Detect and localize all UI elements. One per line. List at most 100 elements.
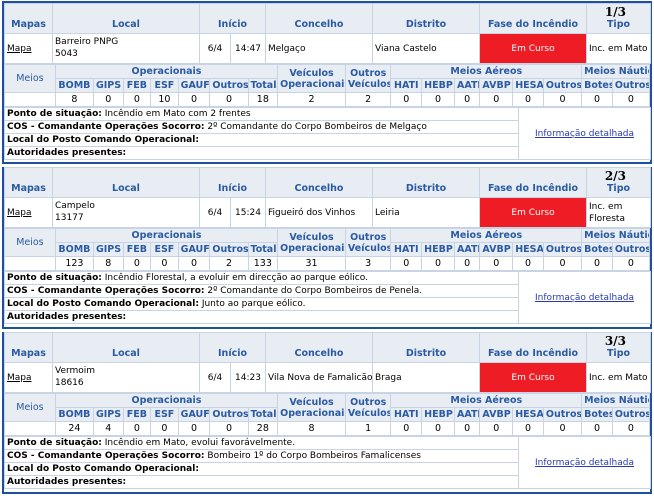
aereo-value-hesa: 0 [512,256,544,271]
local-code: 18616 [55,378,84,388]
nautico-col-botes: Botes [581,242,613,257]
meios-label: Meios [4,393,56,422]
op-col-esf: ESF [150,78,179,93]
op-col-outros: Outros [209,78,249,93]
col-local: Local [52,3,200,34]
nautico-value-botes: 0 [581,256,613,271]
tipo-value: Inc. em Floresta [586,197,651,228]
outros-veic-value: 2 [344,92,392,107]
op-col-bomb: BOMB [54,242,94,257]
info-local_pco-label: Local do Posto Comando Operacional: [7,464,199,474]
nautico-col-outros: Outros [611,78,651,93]
inicio-hora: 14:23 [230,362,266,393]
op-value-feb: 0 [122,256,152,271]
inicio-dia: 6/4 [199,197,231,228]
op-col-esf: ESF [150,242,179,257]
op-col-total: Total [247,407,279,422]
incident-summary-table: Mapas Local Início Concelho Distrito Fase do … [4,167,651,228]
aereo-col-hesa: HESA [512,407,544,422]
info-ponto-value: Incêndio Florestal, a evoluir em direcçã… [104,273,368,283]
col-concelho: Concelho [265,3,373,34]
col-mapas: Mapas [4,3,53,34]
nautico-value-outros: 0 [611,421,651,436]
op-value-bomb: 123 [54,256,94,271]
col-tipo: Tipo [586,3,651,34]
meios-table: Meios Operacionais Veículos Operacionais Ou… [4,64,651,107]
op-col-gauf: GAUF [177,78,211,93]
outros-veic-value: 1 [344,421,392,436]
op-value-total: 18 [247,92,279,107]
info-local_pco: Local do Posto Comando Operacional: Junt… [4,297,519,311]
op-value-gips: 4 [92,421,124,436]
veic-op-value: 2 [277,92,346,107]
info-detalhada-link[interactable]: Informação detalhada [535,292,634,303]
mapa-cell: Mapa [4,33,53,64]
meios-aereos-header: Meios Aéreos [390,393,583,408]
info-cos-label: COS - Comandante Operações Socorro: [7,286,205,296]
mapa-link[interactable]: Mapa [7,43,32,54]
local-code: 13177 [55,213,84,223]
info-autoridades: Autoridades presentes: [4,310,519,324]
aereo-value-hesa: 0 [512,92,544,107]
aereo-value-hebp: 0 [421,256,455,271]
aereo-value-hebp: 0 [421,92,455,107]
veiculos-op-header: Veículos Operacionais [277,64,346,93]
meios-values-label [4,421,56,436]
fase-badge: Em Curso [479,362,587,393]
info-detalhada-link[interactable]: Informação detalhada [535,457,634,468]
op-value-total: 133 [247,256,279,271]
op-col-feb: FEB [122,242,152,257]
incident-summary-table: Mapas Local Início Concelho Distrito Fase do … [4,3,651,64]
tipo-value: Inc. em Mato [586,33,651,64]
meios-values-label [4,92,56,107]
aereo-value-avbp: 0 [479,92,514,107]
nautico-col-outros: Outros [611,242,651,257]
aereo-value-outros: 0 [542,421,583,436]
op-value-gauf: 0 [177,256,211,271]
info-autoridades-label: Autoridades presentes: [7,312,127,322]
col-tipo: Tipo [586,167,651,198]
op-value-esf: 0 [150,421,179,436]
distrito-value: Leiria [372,197,480,228]
info-ponto: Ponto de situação: Incêndio em Mato com … [4,107,519,121]
aereo-col-avbp: AVBP [479,407,514,422]
meios-nauticos-header: Meios Náuticos [581,393,650,408]
local-name: Campelo [55,201,95,211]
operacionais-header: Operacionais [54,393,279,408]
aereo-value-aati: 0 [453,92,481,107]
op-col-gips: GIPS [92,78,124,93]
aereo-value-avbp: 0 [479,256,514,271]
aereo-value-outros: 0 [542,256,583,271]
nautico-col-botes: Botes [581,78,613,93]
op-value-outros: 2 [209,256,249,271]
op-value-outros: 0 [209,421,249,436]
meios-values-label [4,256,56,271]
info-ponto-value: Incêndio em Mato, evolui favorávelmente. [104,438,296,448]
mapa-link[interactable]: Mapa [7,207,32,218]
op-col-outros: Outros [209,242,249,257]
outros-veic-value: 3 [344,256,392,271]
aereo-value-hati: 0 [390,256,423,271]
meios-nauticos-header: Meios Náuticos [581,64,650,79]
detail-cell: Informação detalhada [518,271,651,324]
col-local: Local [52,167,200,198]
concelho-value: Figueiró dos Vinhos [265,197,373,228]
detail-cell: Informação detalhada [518,107,651,160]
op-col-gips: GIPS [92,242,124,257]
aereo-value-hati: 0 [390,92,423,107]
incident-index: 2/3 [604,169,626,183]
col-mapas: Mapas [4,167,53,198]
local-cell: Barreiro PNPG 5043 [52,33,200,64]
col-distrito: Distrito [372,332,480,363]
info-local_pco-label: Local do Posto Comando Operacional: [7,299,199,309]
nautico-value-outros: 0 [611,256,651,271]
aereo-col-outros: Outros [542,407,583,422]
info-ponto: Ponto de situação: Incêndio em Mato, evo… [4,436,519,450]
veiculos-op-header: Veículos Operacionais [277,393,346,422]
info-detalhada-link[interactable]: Informação detalhada [535,128,634,139]
info-table: Ponto de situação: Incêndio em Mato, evo… [4,436,651,489]
info-local_pco: Local do Posto Comando Operacional: [4,133,519,147]
mapa-link[interactable]: Mapa [7,372,32,383]
op-col-gauf: GAUF [177,407,211,422]
detail-cell: Informação detalhada [518,436,651,489]
